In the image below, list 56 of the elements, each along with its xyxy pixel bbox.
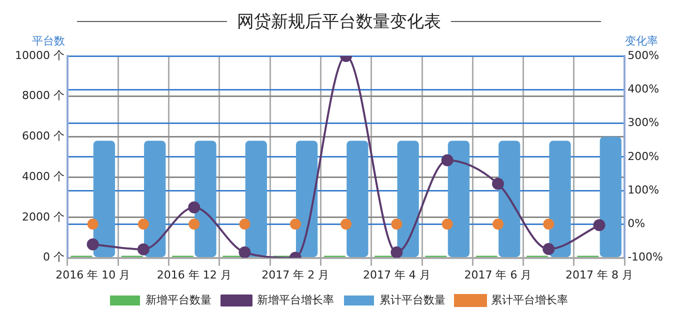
- point: [87, 218, 98, 230]
- y-axis-title: 平台数: [32, 34, 65, 48]
- bar: [245, 140, 267, 258]
- legend-label: 累计平台数量: [380, 293, 446, 306]
- x-tick-label: 2017 年 4 月: [362, 268, 430, 282]
- y2-tick-label: -100%: [628, 250, 664, 264]
- point: [492, 178, 504, 190]
- y-tick-label: 8000 个: [22, 89, 64, 102]
- legend-label: 新增平台增长率: [257, 293, 334, 306]
- bar: [144, 140, 166, 258]
- point: [442, 218, 453, 230]
- x-tick-label: 2017 年 2 月: [262, 268, 330, 282]
- bar: [549, 140, 571, 258]
- bar: [397, 140, 419, 258]
- bar: [346, 140, 368, 258]
- point: [492, 218, 504, 230]
- bar: [448, 140, 470, 258]
- point: [441, 154, 454, 166]
- legend-label: 累计平台增长率: [491, 293, 568, 306]
- y-tick-label: 6000 个: [22, 130, 64, 143]
- legend-label: 新增平台数量: [146, 293, 212, 306]
- x-tick-label: 2016 年 12 月: [156, 268, 232, 282]
- y-tick-label: 0 个: [42, 250, 64, 264]
- y2-tick-label: 400%: [628, 82, 660, 96]
- x-tick-label: 2017 年 8 月: [566, 268, 634, 282]
- point: [542, 243, 555, 256]
- point: [188, 201, 200, 214]
- y2-tick-label: 100%: [628, 183, 660, 196]
- point: [138, 218, 149, 230]
- x-tick-label: 2017 年 6 月: [464, 268, 532, 282]
- point: [543, 218, 554, 230]
- x-tick-label: 2016 年 10 月: [56, 268, 130, 282]
- point: [137, 243, 150, 256]
- y-tick-label: 4000 个: [22, 170, 64, 183]
- point: [340, 218, 352, 230]
- point: [391, 218, 402, 230]
- y2-axis-title: 变化率: [625, 34, 658, 48]
- bar: [93, 140, 116, 258]
- y2-tick-label: 500%: [628, 48, 660, 62]
- bar: [296, 140, 318, 258]
- y2-tick-label: 200%: [628, 150, 660, 163]
- point: [290, 218, 301, 230]
- y-tick-label: 10000 个: [14, 48, 64, 62]
- point: [593, 219, 606, 232]
- point: [238, 246, 251, 258]
- point: [239, 218, 250, 230]
- bar: [498, 140, 520, 258]
- y2-tick-label: 300%: [628, 116, 660, 130]
- point: [188, 218, 200, 230]
- bar: [194, 140, 216, 258]
- point: [390, 246, 403, 258]
- chart-title: 网贷新规后平台数量变化表: [237, 10, 441, 32]
- point: [86, 238, 99, 250]
- bar: [600, 136, 622, 258]
- y2-tick-label: 0%: [628, 217, 646, 230]
- y-tick-label: 2000 个: [22, 210, 64, 224]
